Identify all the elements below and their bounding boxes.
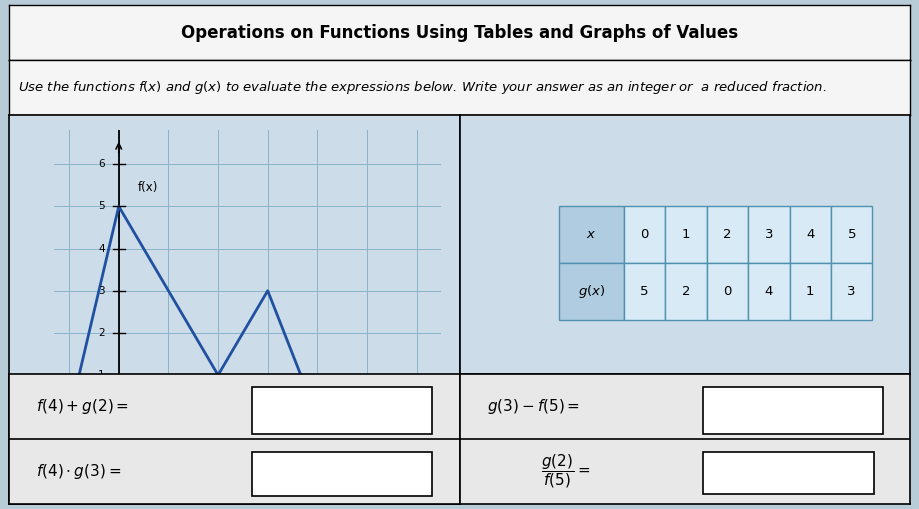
- FancyBboxPatch shape: [707, 206, 748, 263]
- FancyBboxPatch shape: [748, 263, 789, 320]
- Text: $x$: $x$: [586, 228, 596, 241]
- Text: 2: 2: [682, 285, 690, 298]
- Text: $f(4)\cdot g(3)=$: $f(4)\cdot g(3)=$: [36, 462, 121, 481]
- FancyBboxPatch shape: [748, 206, 789, 263]
- Text: 2: 2: [723, 228, 732, 241]
- Text: Use the functions $f(x)$ and $g(x)$ to evaluate the expressions below. Write you: Use the functions $f(x)$ and $g(x)$ to e…: [18, 79, 827, 96]
- FancyBboxPatch shape: [559, 263, 624, 320]
- Text: 3: 3: [765, 228, 773, 241]
- FancyBboxPatch shape: [253, 452, 433, 496]
- FancyBboxPatch shape: [665, 206, 707, 263]
- FancyBboxPatch shape: [831, 263, 872, 320]
- FancyBboxPatch shape: [253, 387, 433, 434]
- FancyBboxPatch shape: [789, 263, 831, 320]
- Text: 4: 4: [765, 285, 773, 298]
- FancyBboxPatch shape: [559, 206, 624, 263]
- FancyBboxPatch shape: [624, 206, 665, 263]
- FancyBboxPatch shape: [703, 387, 883, 434]
- Text: Operations on Functions Using Tables and Graphs of Values: Operations on Functions Using Tables and…: [181, 23, 738, 42]
- Text: $g(3)-f(5)=$: $g(3)-f(5)=$: [486, 397, 580, 416]
- Text: 3: 3: [847, 285, 856, 298]
- Text: 5: 5: [847, 228, 856, 241]
- Text: 1: 1: [806, 285, 814, 298]
- Text: $g(x)$: $g(x)$: [577, 282, 605, 300]
- FancyBboxPatch shape: [703, 452, 874, 494]
- FancyBboxPatch shape: [665, 263, 707, 320]
- Text: $f(4)+g(2)=$: $f(4)+g(2)=$: [36, 397, 130, 416]
- Text: $\dfrac{g(2)}{f(5)}=$: $\dfrac{g(2)}{f(5)}=$: [540, 453, 590, 490]
- FancyBboxPatch shape: [707, 263, 748, 320]
- FancyBboxPatch shape: [624, 263, 665, 320]
- FancyBboxPatch shape: [831, 206, 872, 263]
- Text: 5: 5: [641, 285, 649, 298]
- FancyBboxPatch shape: [789, 206, 831, 263]
- Text: 0: 0: [641, 228, 649, 241]
- Text: 1: 1: [682, 228, 690, 241]
- Text: 4: 4: [806, 228, 814, 241]
- Text: 0: 0: [723, 285, 732, 298]
